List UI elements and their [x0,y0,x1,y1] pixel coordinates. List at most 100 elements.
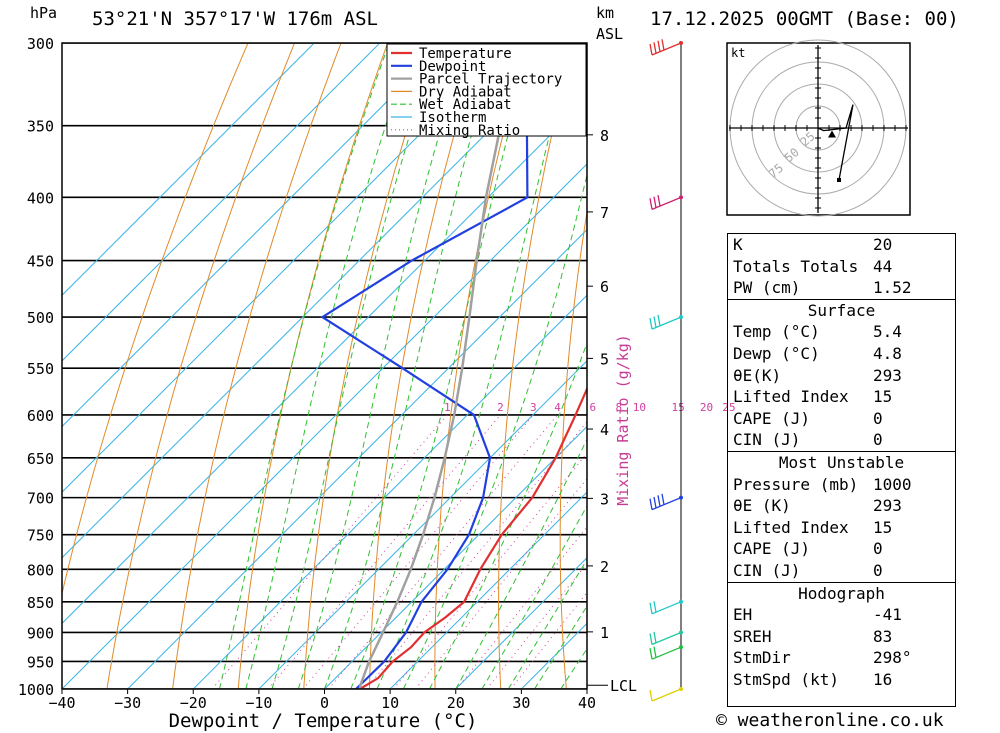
row-surface-dewp: Dewp (°C) 4.8 [728,343,955,365]
row-pw: PW (cm) 1.52 [728,277,955,299]
row-mu-pressure: Pressure (mb) 1000 [728,474,955,496]
dry-adiabat [991,43,1000,689]
wind-barb [649,630,683,646]
y-tick-label: 950 [27,654,54,672]
km-tick-label: 5 [600,350,609,368]
y-tick-label: 600 [27,407,54,425]
dry-adiabat [434,43,528,689]
mu-cin-value: 0 [873,560,883,580]
wind-barb [649,314,683,330]
surface-temp-value: 5.4 [873,322,902,342]
sreh-value: 83 [873,626,893,646]
isotherm [62,43,578,559]
row-mu-li: Lifted Index 15 [728,517,955,539]
stmspd-label: StmSpd (kt) [733,669,839,689]
surface-li-value: 15 [873,387,893,407]
surface-cin-label: CIN (J) [733,430,801,450]
copyright-footer: © weatheronline.co.uk [716,710,944,731]
km-tick-label: 4 [600,421,609,439]
wet-adiabat [402,173,587,689]
stmspd-value: 16 [873,669,893,689]
mixing-ratio-label: 1 [444,401,451,414]
mu-title: Most Unstable [728,450,955,474]
surface-dewp-value: 4.8 [873,343,902,363]
km-tick-label: 8 [600,127,609,145]
row-eh: EH -41 [728,604,955,626]
x-tick-label: −40 [48,694,75,712]
mixing-ratio-label: 6 [589,401,596,414]
dry-adiabat [369,43,482,689]
y-tick-label: 850 [27,594,54,612]
surface-cin-value: 0 [873,430,883,450]
row-stmspd: StmSpd (kt) 16 [728,669,955,691]
isotherm [62,43,512,493]
x-tick-label: −30 [114,694,141,712]
eh-label: EH [733,605,753,625]
mixing-ratio-line [365,421,587,689]
km-tick-label: 3 [600,490,609,508]
isotherm [62,163,587,689]
mixing-ratio-label: 20 [700,401,713,414]
y-tick-label: 900 [27,625,54,643]
pw-value: 1.52 [873,278,912,298]
legend-label: Temperature [419,46,512,62]
wind-barb [649,195,683,210]
eh-value: -41 [873,605,902,625]
x-tick-label: −10 [245,694,272,712]
tt-value: 44 [873,256,893,276]
legend-label: Dewpoint [419,59,486,75]
legend-label: Dry Adiabat [419,84,512,100]
mu-pressure-label: Pressure (mb) [733,474,859,494]
row-mu-cape: CAPE (J) 0 [728,538,955,560]
y-tick-label: 750 [27,527,54,545]
y-tick-label: 1000 [18,681,54,699]
x-tick-label: 0 [320,694,329,712]
isotherm [62,97,587,625]
row-tt: Totals Totals 44 [728,256,955,278]
mixing-ratio-label: 3 [530,401,537,414]
wet-adiabat [245,43,414,689]
indices-table: K 20 Totals Totals 44 PW (cm) 1.52 Surface … [727,233,956,707]
wet-adiabat [324,43,499,689]
mixing-ratio-label: 2 [497,401,504,414]
x-tick-label: 40 [578,694,596,712]
y-tick-label: 350 [27,118,54,136]
dry-adiabat [303,43,435,689]
row-surface-li: Lifted Index 15 [728,386,955,408]
mu-pressure-value: 1000 [873,474,912,494]
parcel-trajectory-line [358,43,526,689]
km-tick-label: 1 [600,624,609,642]
y-tick-label: 650 [27,450,54,468]
k-label: K [733,235,743,254]
dry-adiabat [172,43,342,689]
row-surface-temp: Temp (°C) 5.4 [728,321,955,343]
height-unit-km: km [596,4,615,22]
row-surface-cin: CIN (J) 0 [728,429,955,451]
hodo-params-title: Hodograph [728,581,955,605]
run-title: 17.12.2025 00GMT (Base: 00) [650,8,959,30]
km-tick-label: 7 [600,204,609,222]
mixing-ratio-label: 4 [554,401,561,414]
temperature-line [359,386,587,689]
isotherm [455,557,587,689]
isotherm [127,228,587,689]
storm-motion-marker [828,130,836,138]
legend-box [386,43,587,137]
legend-label: Mixing Ratio [419,123,520,139]
km-tick-label: 6 [600,278,609,296]
row-sreh: SREH 83 [728,626,955,648]
mixing-ratio-line [486,562,587,689]
pw-label: PW (cm) [733,278,801,298]
location-title: 53°21'N 357°17'W 176m ASL [92,8,378,30]
legend-label: Parcel Trajectory [419,72,562,88]
x-tick-label: −20 [180,694,207,712]
mixing-ratio-label: 25 [722,401,735,414]
lcl-label: LCL [610,677,637,695]
wet-adiabat [350,43,534,689]
mu-li-label: Lifted Index [733,517,849,537]
hodograph-end-marker [837,178,841,182]
x-tick-label: 10 [381,694,399,712]
dry-adiabat [678,43,714,689]
isotherm [258,360,587,689]
